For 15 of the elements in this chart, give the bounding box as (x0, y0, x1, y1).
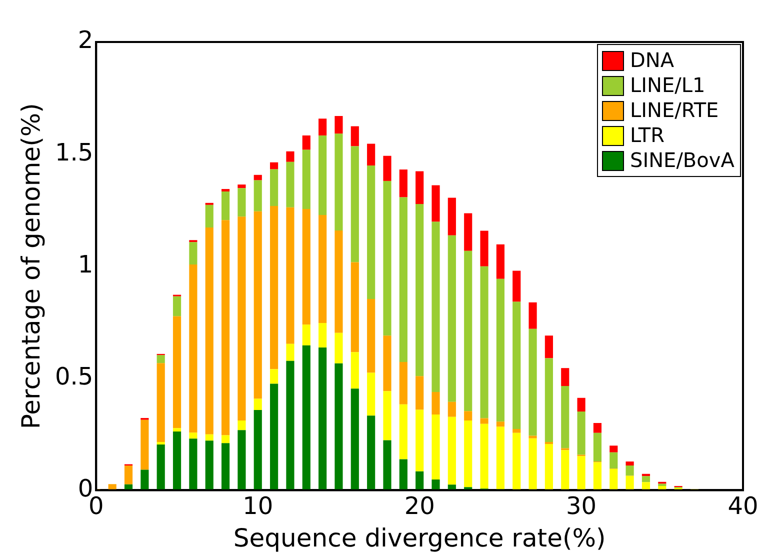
legend-label: LINE/RTE (630, 98, 719, 123)
x-tick-label: 30 (566, 492, 597, 520)
y-tick-label: 2 (78, 26, 94, 54)
legend-label: SINE/BovA (630, 148, 734, 173)
legend-label: LTR (630, 123, 665, 148)
y-axis-title: Percentage of genome(%) (16, 103, 46, 430)
y-tick-label: 0.5 (54, 362, 94, 390)
legend-label: LINE/L1 (630, 73, 706, 98)
y-tick-label: 1 (78, 250, 94, 278)
x-axis-title: Sequence divergence rate(%) (233, 524, 606, 552)
x-tick-label: 40 (728, 492, 758, 520)
x-tick-label: 20 (404, 492, 435, 520)
legend-label: DNA (630, 48, 674, 73)
x-tick-label: 10 (242, 492, 274, 520)
y-tick-label: 1.5 (54, 138, 94, 166)
